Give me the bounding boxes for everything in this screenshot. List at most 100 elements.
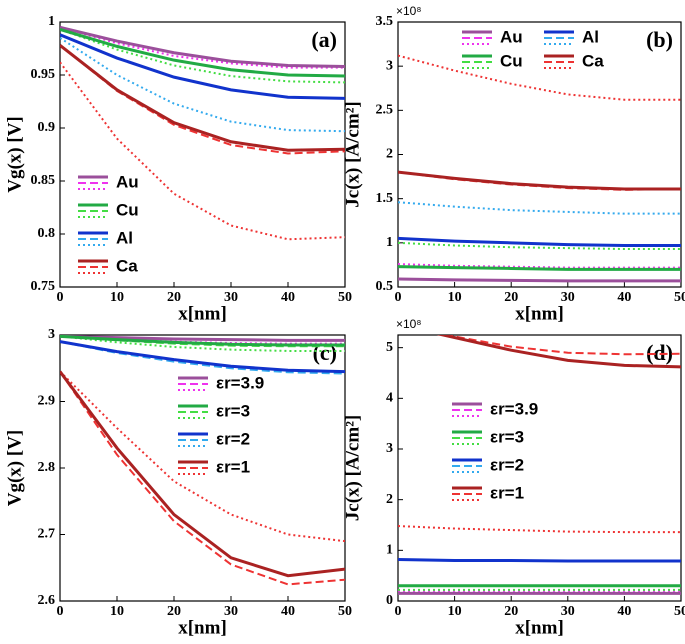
curve <box>60 371 345 586</box>
legend-label: Ca <box>582 51 604 70</box>
curve <box>60 44 345 152</box>
curve <box>398 201 681 215</box>
legend-label: Cu <box>500 51 523 70</box>
x-tick-label: 50 <box>338 290 352 305</box>
x-tick-label: 20 <box>167 604 181 619</box>
y-axis-label: Jc(x) [A/cm²] <box>342 415 363 521</box>
y-axis-label: Jc(x) [A/cm²] <box>342 101 363 207</box>
x-tick-label: 0 <box>395 290 402 305</box>
legend-label: εr=3 <box>216 401 250 420</box>
y-tick-label: 2.5 <box>376 103 394 118</box>
legend-label: εr=2 <box>216 429 250 448</box>
curve <box>60 340 345 374</box>
plot-lines <box>398 54 681 283</box>
y-tick-label: 3 <box>386 58 393 73</box>
x-tick-label: 40 <box>617 290 631 305</box>
y-tick-label: 1 <box>386 543 393 558</box>
y-tick-label: 3.5 <box>376 14 394 29</box>
x-tick-label: 10 <box>110 290 124 305</box>
x-tick-label: 0 <box>57 604 64 619</box>
x-axis-label: x[nm] <box>515 303 564 324</box>
x-tick-label: 10 <box>110 604 124 619</box>
legend-label: Al <box>582 27 599 46</box>
x-tick-label: 50 <box>674 290 685 305</box>
x-tick-label: 30 <box>224 290 238 305</box>
y-tick-label: 0.8 <box>38 226 56 241</box>
panel-label: (b) <box>646 27 673 52</box>
x-axis-label: x[nm] <box>515 617 564 638</box>
curve <box>60 33 345 100</box>
legend-label: Au <box>116 172 139 191</box>
y-tick-label: 0.9 <box>38 120 56 135</box>
legend-label: εr=2 <box>490 455 524 474</box>
legend-label: εr=3.9 <box>216 373 264 392</box>
curve <box>60 27 345 78</box>
y-tick-label: 2.7 <box>38 527 56 542</box>
x-tick-label: 20 <box>504 604 518 619</box>
curve <box>398 525 681 534</box>
y-tick-label: 5 <box>386 340 393 355</box>
legend-label: Au <box>500 27 523 46</box>
curve <box>398 241 681 251</box>
legend-label: εr=3 <box>490 427 524 446</box>
y-multiplier: ×10⁸ <box>396 317 421 331</box>
curve <box>60 335 345 347</box>
y-tick-label: 0.95 <box>31 67 56 82</box>
curve <box>60 335 345 342</box>
y-multiplier: ×10⁸ <box>396 4 421 18</box>
x-axis-label: x[nm] <box>178 303 227 324</box>
y-axis-label: Vg(x) [V] <box>4 116 25 193</box>
y-tick-label: 2 <box>386 492 393 507</box>
plot-area <box>397 334 682 602</box>
panel-label: (a) <box>311 27 337 52</box>
legend-label: εr=1 <box>490 483 524 502</box>
y-tick-label: 0.85 <box>31 173 56 188</box>
x-tick-label: 10 <box>448 290 462 305</box>
legend-label: Cu <box>116 200 139 219</box>
curve <box>436 335 681 369</box>
curve <box>398 54 681 101</box>
curve <box>60 25 345 69</box>
y-tick-label: 0.75 <box>31 279 56 294</box>
x-tick-label: 0 <box>395 604 402 619</box>
x-tick-label: 20 <box>167 290 181 305</box>
plot-lines <box>60 25 345 241</box>
x-tick-label: 40 <box>281 290 295 305</box>
curve <box>60 26 345 69</box>
x-tick-label: 20 <box>504 290 518 305</box>
y-tick-label: 2.6 <box>38 593 56 608</box>
curve <box>398 170 681 191</box>
y-tick-label: 3 <box>386 441 393 456</box>
x-tick-label: 10 <box>448 604 462 619</box>
x-tick-label: 0 <box>57 290 64 305</box>
plot-area <box>59 21 346 288</box>
legend-label: εr=3.9 <box>490 399 538 418</box>
curve <box>398 557 681 563</box>
curve <box>60 370 345 578</box>
y-tick-label: 3 <box>48 327 55 342</box>
x-tick-label: 40 <box>617 604 631 619</box>
curve <box>60 370 345 543</box>
y-tick-label: 1 <box>386 235 393 250</box>
y-tick-label: 1.5 <box>376 191 394 206</box>
x-tick-label: 40 <box>281 604 295 619</box>
legend-label: Ca <box>116 256 138 275</box>
x-tick-label: 30 <box>561 604 575 619</box>
plot-lines <box>398 335 681 595</box>
curve <box>60 37 345 133</box>
curve <box>398 236 681 247</box>
legend-label: εr=1 <box>216 457 250 476</box>
curve <box>398 277 681 283</box>
y-tick-label: 2.9 <box>38 394 56 409</box>
x-tick-label: 50 <box>674 604 685 619</box>
x-tick-label: 30 <box>224 604 238 619</box>
legend-label: Al <box>116 228 133 247</box>
y-tick-label: 0 <box>386 593 393 608</box>
x-axis-label: x[nm] <box>178 617 227 638</box>
y-tick-label: 4 <box>386 391 393 406</box>
x-tick-label: 50 <box>338 604 352 619</box>
y-tick-label: 1 <box>48 14 55 29</box>
y-tick-label: 2 <box>386 147 393 162</box>
y-tick-label: 0.5 <box>376 279 394 294</box>
y-axis-label: Vg(x) [V] <box>4 430 25 507</box>
